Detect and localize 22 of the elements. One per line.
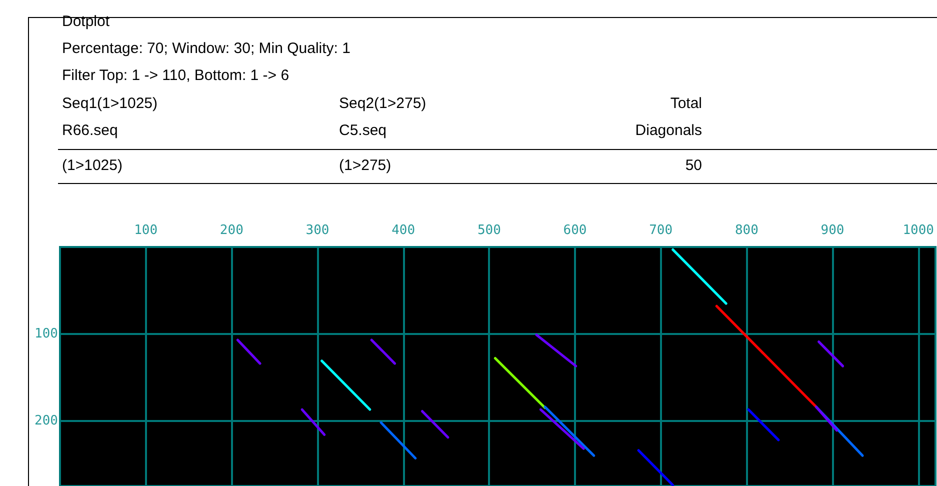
x-tick-label: 800 (734, 223, 758, 238)
text: (1>275) (339, 157, 392, 174)
x-tick-label: 1000 (902, 223, 934, 238)
text: Diagonals (635, 122, 702, 139)
x-tick-label: 900 (820, 223, 844, 238)
text: Seq2(1>275) (339, 95, 426, 112)
x-tick-label: 700 (649, 223, 673, 238)
text: (1>1025) (62, 157, 122, 174)
x-tick-label: 300 (306, 223, 330, 238)
x-tick-label: 400 (392, 223, 416, 238)
x-tick-label: 600 (563, 223, 587, 238)
text: Seq1(1>1025) (62, 95, 158, 112)
x-tick-label: 100 (134, 223, 158, 238)
chart-title: Dotplot (62, 13, 110, 30)
x-tick-label: 200 (220, 223, 244, 238)
text: R66.seq (62, 122, 118, 139)
text: Percentage: 70; Window: 30; Min Quality: 1 (62, 40, 350, 57)
x-tick-label: 500 (477, 223, 501, 238)
text: 50 (685, 157, 702, 174)
text: Total (670, 95, 702, 112)
text: Filter Top: 1 -> 110, Bottom: 1 -> 6 (62, 67, 290, 84)
text: C5.seq (339, 122, 387, 139)
